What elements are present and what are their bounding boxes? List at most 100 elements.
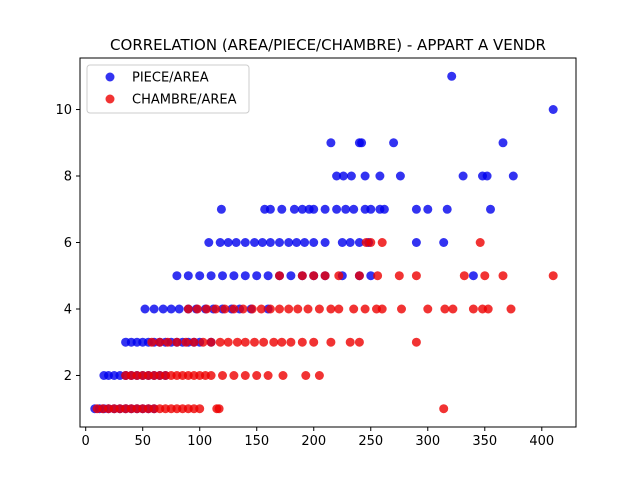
series-0-point	[337, 238, 347, 247]
series-1-point	[483, 304, 493, 314]
series-0-point	[366, 204, 376, 214]
series-0-point	[166, 304, 176, 314]
series-1-point	[334, 271, 344, 281]
series-1-point	[423, 304, 433, 314]
series-0-point	[158, 304, 168, 314]
series-0-point	[289, 204, 299, 214]
x-tick-label: 300	[415, 434, 440, 449]
series-0-point	[411, 238, 421, 247]
x-tick-label: 400	[529, 434, 554, 449]
x-tick-label: 0	[82, 434, 90, 449]
series-1-point	[360, 304, 370, 314]
series-1-point	[277, 337, 287, 347]
series-1-point	[214, 404, 224, 414]
series-1-point	[411, 271, 421, 281]
series-0-point	[548, 105, 558, 114]
series-0-point	[354, 238, 364, 247]
series-1-point	[548, 271, 558, 281]
series-0-point	[229, 271, 239, 281]
series-1-point	[240, 337, 250, 347]
series-1-point	[172, 337, 182, 347]
series-0-point	[366, 271, 376, 281]
series-0-point	[195, 271, 205, 281]
series-1-point	[220, 304, 230, 314]
series-0-point	[300, 238, 310, 247]
series-1-point	[252, 371, 262, 380]
series-1-point	[250, 337, 259, 347]
y-tick-label: 4	[64, 302, 72, 317]
legend-marker	[105, 94, 115, 104]
y-tick-label: 8	[64, 170, 72, 185]
series-1-point	[440, 304, 450, 314]
series-1-point	[259, 337, 269, 347]
y-axis: 2 4 6 8 10	[55, 103, 80, 384]
series-1-point	[195, 404, 205, 414]
series-0-point	[240, 271, 250, 281]
series-0-point	[375, 171, 385, 181]
series-0-point	[240, 238, 250, 247]
series-1-point	[439, 404, 449, 414]
series-1-point	[286, 337, 296, 347]
series-0-point	[172, 271, 182, 281]
series-0-point	[231, 238, 241, 247]
x-tick-label: 50	[134, 434, 151, 449]
series-1-point	[377, 304, 387, 314]
series-0-point	[320, 238, 330, 247]
series-0-point	[439, 238, 449, 247]
series-1-point	[163, 337, 173, 347]
series-1-point	[309, 271, 319, 281]
y-tick-label: 6	[64, 236, 72, 251]
series-0-point	[349, 204, 359, 214]
series-1-point	[397, 304, 406, 314]
series-1-point	[275, 271, 284, 281]
series-1-point	[297, 337, 307, 347]
series-1-point	[309, 337, 319, 347]
legend-marker	[105, 72, 115, 82]
series-1-point	[284, 304, 294, 314]
series-1-point	[349, 304, 359, 314]
series-0-point	[486, 204, 495, 214]
series-0-point	[223, 238, 233, 247]
series-1-point	[265, 304, 275, 314]
series-0-point	[338, 171, 348, 181]
series-1-point	[475, 238, 485, 247]
series-1-point	[229, 304, 239, 314]
series-0-point	[346, 171, 356, 181]
series-0-point	[411, 204, 421, 214]
series-1-point	[147, 337, 157, 347]
series-1-point	[498, 271, 508, 281]
series-1-point	[275, 304, 284, 314]
series-1-point	[320, 271, 330, 281]
series-0-point	[332, 171, 342, 181]
series-1-point	[206, 371, 216, 380]
series-1-point	[366, 238, 376, 247]
series-1-point	[155, 337, 165, 347]
series-0-point	[357, 138, 367, 148]
series-0-point	[218, 271, 227, 281]
series-1-point	[183, 304, 193, 314]
series-1-point	[373, 271, 383, 281]
series-1-point	[301, 371, 311, 380]
series-1-point	[303, 304, 313, 314]
series-1-point	[297, 271, 307, 281]
y-tick-label: 2	[64, 369, 72, 384]
series-0-point	[395, 171, 405, 181]
x-tick-label: 250	[358, 434, 383, 449]
legend-label: CHAMBRE/AREA	[132, 93, 237, 108]
series-0-point	[309, 204, 319, 214]
series-0-point	[389, 138, 399, 148]
series-1-point	[377, 238, 387, 247]
series-0-point	[183, 271, 193, 281]
series-1-point	[215, 337, 225, 347]
series-0-point	[332, 204, 342, 214]
series-1-point	[238, 304, 248, 314]
series-1-point	[345, 337, 355, 347]
legend-label: PIECE/AREA	[132, 71, 209, 86]
series-0-point	[265, 204, 275, 214]
series-0-point	[320, 204, 330, 214]
series-1-point	[211, 304, 221, 314]
series-0-point	[252, 271, 262, 281]
x-tick-label: 100	[187, 434, 212, 449]
series-0-point	[482, 171, 492, 181]
